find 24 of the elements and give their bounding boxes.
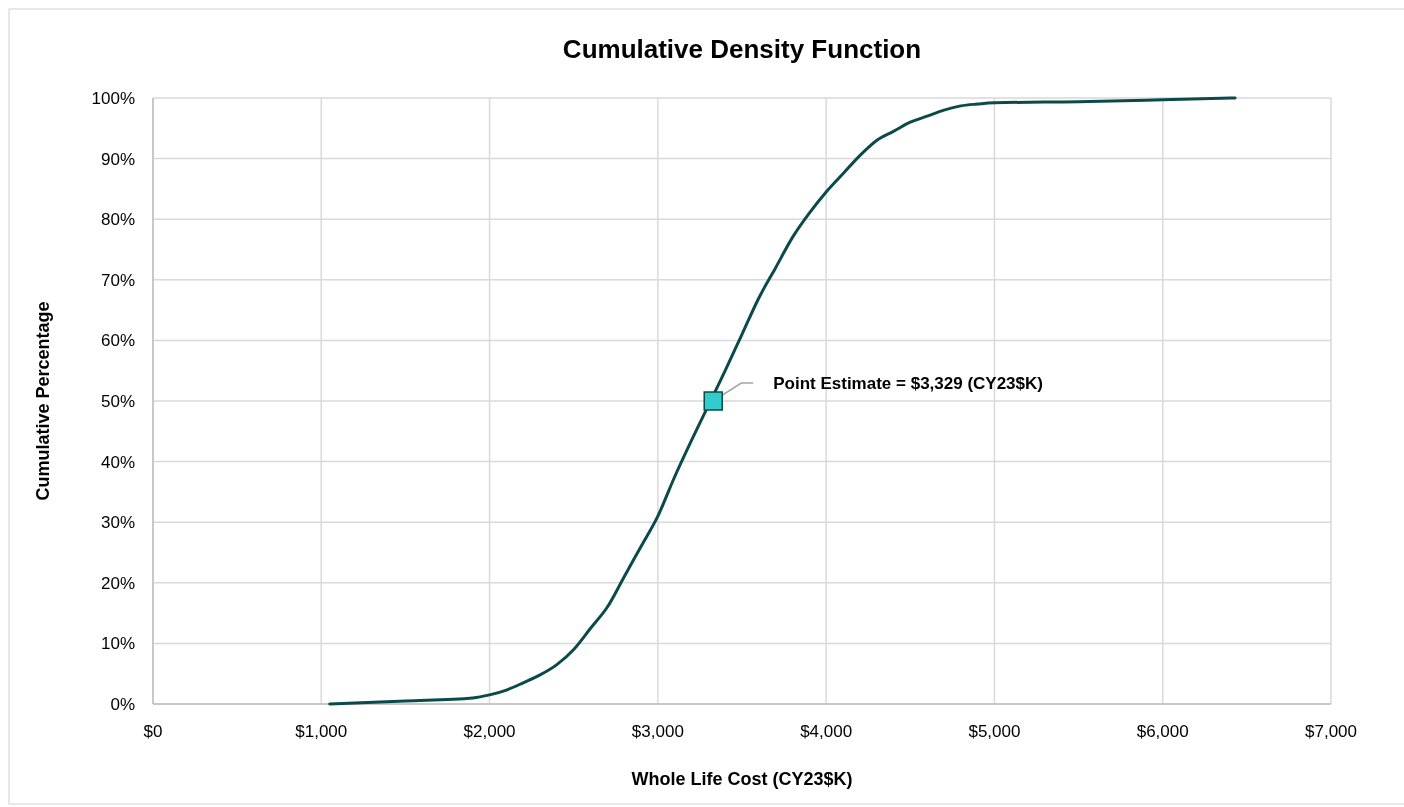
y-tick-label: 70%	[100, 270, 135, 290]
y-tick-label: 10%	[100, 634, 135, 654]
x-tick-label: $4,000	[800, 722, 853, 741]
x-axis-title: Whole Life Cost (CY23$K)	[631, 769, 853, 789]
y-tick-label: 20%	[100, 573, 135, 593]
y-tick-label: 90%	[100, 149, 135, 169]
y-axis-title: Cumulative Percentage	[33, 301, 53, 501]
x-tick-label: $5,000	[968, 722, 1021, 741]
annotation: Point Estimate = $3,329 (CY23$K)	[773, 373, 1043, 393]
line-series	[328, 96, 1237, 706]
x-tick-label: $7,000	[1305, 722, 1357, 741]
y-tick-label: 50%	[100, 391, 135, 411]
x-tick-label: $0	[143, 722, 163, 741]
y-tick-label: 60%	[100, 331, 135, 351]
x-tick-label: $2,000	[463, 722, 516, 741]
x-tick-label: $6,000	[1136, 722, 1189, 741]
y-tick-label: 80%	[100, 210, 135, 230]
chart-title: Cumulative Density Function	[562, 34, 922, 64]
y-tick-label: 0%	[110, 694, 135, 714]
y-tick-label: 40%	[100, 452, 135, 472]
y-tick-label: 100%	[91, 88, 135, 108]
y-tick-label: 30%	[100, 513, 135, 533]
x-tick-label: $1,000	[295, 722, 348, 741]
x-tick-label: $3,000	[631, 722, 684, 741]
